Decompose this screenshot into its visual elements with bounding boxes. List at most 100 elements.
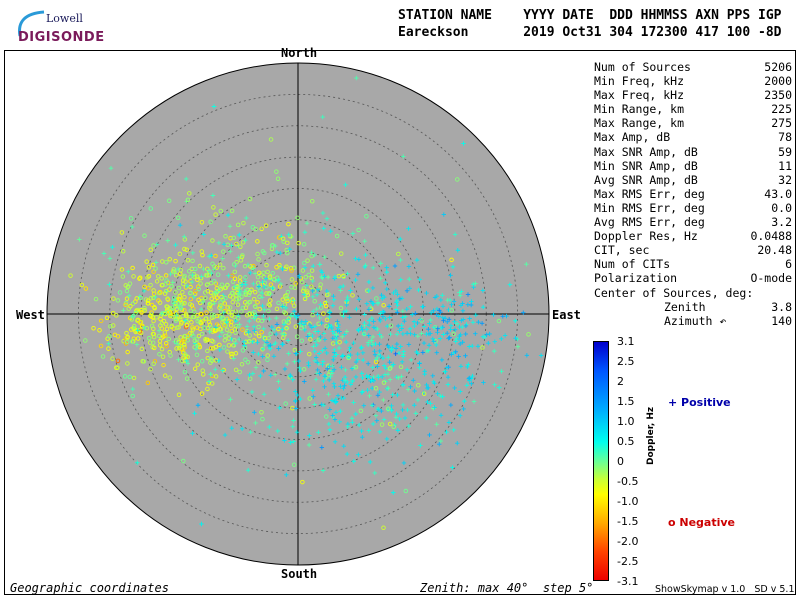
source-point-negative	[233, 367, 239, 373]
source-point-positive	[129, 224, 135, 230]
source-point-positive	[248, 430, 253, 435]
source-point-positive	[177, 222, 183, 228]
source-point-negative	[97, 328, 102, 333]
source-point-negative	[166, 198, 172, 203]
source-point-positive	[135, 328, 140, 333]
source-point-negative	[193, 266, 198, 272]
source-point-positive	[314, 342, 319, 348]
stats-value: 3.8	[771, 299, 792, 314]
source-point-negative	[251, 310, 257, 315]
source-point-positive	[287, 372, 293, 378]
source-point-negative	[100, 354, 106, 359]
source-point-positive	[327, 314, 332, 320]
source-point-negative	[178, 321, 184, 326]
source-point-positive	[246, 329, 251, 335]
source-point-negative	[224, 327, 230, 333]
source-point-positive	[448, 402, 454, 408]
stats-label: Max Range, km	[594, 116, 685, 131]
source-point-negative	[451, 331, 456, 337]
source-point-positive	[168, 271, 173, 277]
source-point-positive	[434, 293, 440, 299]
source-point-negative	[262, 250, 267, 256]
source-point-negative	[201, 372, 206, 377]
source-point-positive	[369, 338, 374, 343]
source-point-positive	[206, 379, 212, 384]
source-point-positive	[380, 296, 385, 301]
source-point-positive	[247, 318, 252, 324]
source-point-positive	[467, 375, 472, 381]
source-point-positive	[334, 352, 339, 357]
source-point-positive	[186, 334, 192, 339]
source-point-positive	[159, 311, 164, 316]
source-point-positive	[421, 324, 427, 329]
source-point-positive	[449, 302, 454, 307]
source-point-negative	[291, 265, 297, 271]
source-point-negative	[83, 338, 88, 343]
source-point-positive	[350, 231, 356, 236]
source-point-positive	[360, 375, 365, 380]
source-point-negative	[311, 288, 317, 293]
colorbar-tick-label: -2.0	[617, 535, 639, 548]
source-point-positive	[217, 347, 223, 353]
source-point-negative	[183, 324, 189, 330]
source-point-negative	[149, 302, 155, 308]
source-point-positive	[170, 280, 175, 285]
source-point-negative	[108, 324, 113, 329]
doppler-colorbar	[593, 341, 609, 581]
coordinates-caption: Geographic coordinates	[10, 581, 169, 595]
source-point-positive	[396, 350, 402, 356]
source-point-positive	[199, 521, 204, 527]
source-point-positive	[413, 311, 418, 316]
source-point-positive	[521, 310, 526, 315]
source-point-positive	[341, 283, 346, 289]
source-point-positive	[369, 386, 375, 391]
source-point-positive	[404, 307, 409, 312]
source-point-positive	[408, 384, 413, 390]
source-point-positive	[325, 274, 331, 280]
source-point-positive	[378, 353, 383, 359]
source-point-positive	[293, 406, 299, 411]
source-point-negative	[309, 268, 315, 273]
source-point-negative	[168, 353, 173, 358]
source-point-positive	[337, 329, 342, 334]
source-point-negative	[253, 331, 259, 336]
east-label: East	[552, 308, 581, 322]
stats-row: Max Freq, kHz 2350	[594, 88, 792, 102]
source-point-positive	[309, 325, 315, 330]
source-point-positive	[291, 298, 296, 303]
source-point-negative	[419, 318, 424, 323]
source-point-positive	[211, 104, 217, 109]
source-point-negative	[269, 243, 275, 248]
source-point-negative	[336, 273, 342, 279]
source-point-positive	[126, 293, 132, 299]
source-point-negative	[295, 215, 300, 221]
source-point-negative	[264, 291, 269, 296]
source-point-negative	[293, 324, 299, 329]
source-point-positive	[367, 459, 373, 465]
source-point-negative	[200, 298, 205, 304]
source-point-negative	[197, 263, 203, 269]
source-point-positive	[370, 301, 375, 306]
source-point-negative	[178, 335, 183, 340]
source-point-positive	[229, 426, 234, 431]
source-point-negative	[173, 318, 179, 323]
source-point-positive	[432, 405, 437, 410]
source-point-positive	[388, 332, 393, 337]
source-point-negative	[301, 286, 307, 291]
source-point-positive	[454, 321, 460, 326]
source-point-negative	[214, 295, 220, 301]
source-point-negative	[194, 274, 200, 279]
source-point-negative	[196, 297, 201, 303]
source-point-negative	[190, 258, 195, 264]
source-point-positive	[499, 369, 504, 374]
source-point-positive	[386, 345, 391, 350]
source-point-positive	[446, 317, 452, 322]
source-point-positive	[353, 277, 358, 283]
source-point-negative	[159, 276, 164, 281]
source-point-negative	[225, 349, 230, 354]
source-point-negative	[324, 323, 329, 329]
source-point-positive	[401, 349, 406, 354]
source-point-positive	[135, 460, 140, 465]
source-point-positive	[324, 216, 330, 221]
source-point-positive	[444, 429, 449, 435]
